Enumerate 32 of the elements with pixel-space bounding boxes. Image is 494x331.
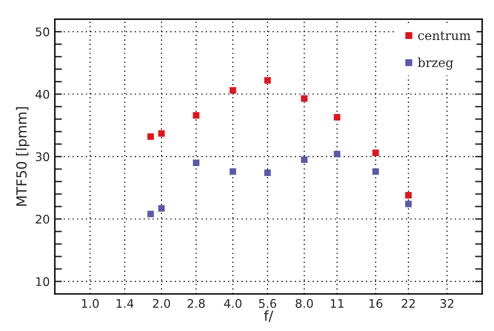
y-tick-label: 30 bbox=[36, 152, 50, 162]
y-tick-label: 10 bbox=[36, 277, 50, 286]
point bbox=[334, 114, 340, 120]
point bbox=[405, 200, 412, 208]
x-tick-label: 1.4 bbox=[116, 299, 134, 308]
legend-label: brzeg bbox=[418, 58, 454, 70]
point bbox=[334, 150, 340, 158]
y-axis-title: MTF50 [lpmm] bbox=[16, 107, 30, 206]
y-tick-label: 50 bbox=[36, 27, 50, 36]
x-tick-label: 8.0 bbox=[296, 299, 313, 308]
point bbox=[230, 87, 236, 94]
y-tick-label: 20 bbox=[36, 214, 50, 224]
point bbox=[192, 160, 200, 166]
point bbox=[264, 170, 271, 176]
x-tick-label: 2.8 bbox=[188, 299, 205, 308]
point bbox=[230, 168, 236, 175]
x-tick-label: 11 bbox=[330, 299, 344, 308]
x-tick-label: 22 bbox=[402, 299, 415, 308]
x-tick-label: 32 bbox=[440, 299, 454, 308]
x-tick-label: 1.0 bbox=[82, 299, 99, 308]
legend-label: centrum bbox=[418, 31, 471, 40]
y-tick-label: 40 bbox=[36, 90, 50, 99]
x-axis-title: f/ bbox=[264, 310, 274, 322]
x-tick-label: 16 bbox=[369, 299, 382, 308]
x-tick-label: 5.6 bbox=[259, 299, 276, 308]
point bbox=[192, 112, 200, 119]
point bbox=[405, 192, 412, 199]
point bbox=[158, 205, 165, 212]
point bbox=[264, 77, 271, 84]
x-tick-label: 2.0 bbox=[152, 299, 170, 308]
point bbox=[158, 130, 165, 137]
x-tick-label: 4.0 bbox=[224, 299, 242, 308]
